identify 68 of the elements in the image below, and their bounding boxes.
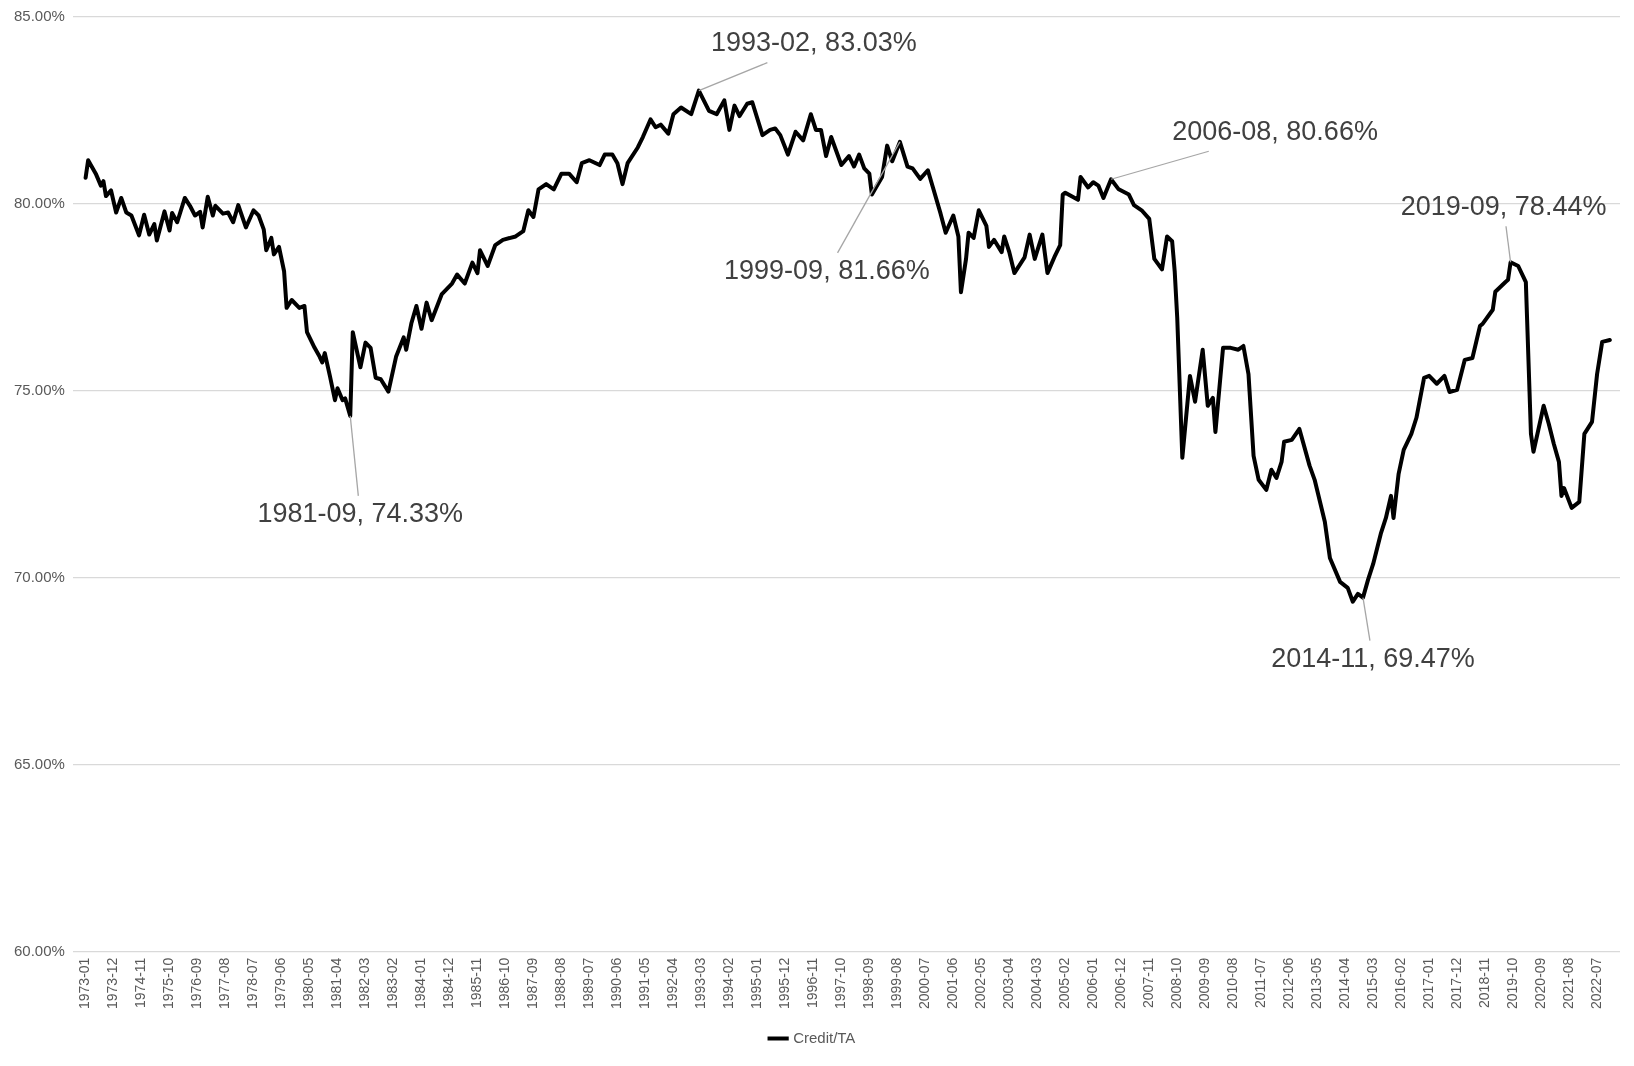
annotation: 2019-09, 78.44%: [1400, 190, 1607, 221]
y-tick-label: 65.00%: [14, 754, 65, 772]
y-tick-label: 80.00%: [14, 194, 65, 212]
y-tick-label: 75.00%: [14, 380, 65, 398]
x-tick-label: 1973-01: [76, 957, 93, 1010]
x-tick-label: 2002-05: [972, 957, 989, 1010]
x-tick-label: 2012-06: [1280, 957, 1297, 1010]
x-tick-label: 1995-12: [776, 957, 793, 1010]
x-tick-label: 1979-06: [272, 957, 289, 1010]
x-tick-label: 2006-12: [1112, 957, 1129, 1010]
x-tick-label: 2020-09: [1531, 957, 1548, 1010]
annotation: 2014-11, 69.47%: [1271, 643, 1475, 674]
x-tick-label: 2013-05: [1308, 957, 1325, 1010]
x-tick-label: 2011-07: [1252, 957, 1269, 1008]
y-tick-label: 70.00%: [14, 567, 65, 585]
x-tick-label: 1987-09: [524, 957, 541, 1010]
x-tick-label: 2016-02: [1392, 957, 1409, 1010]
x-tick-label: 1991-05: [636, 957, 653, 1010]
x-tick-label: 1992-04: [664, 957, 681, 1010]
x-tick-label: 1974-11: [132, 957, 149, 1008]
x-tick-label: 2019-10: [1503, 957, 1520, 1010]
x-tick-label: 1978-07: [244, 957, 261, 1010]
x-tick-label: 2006-01: [1084, 957, 1101, 1010]
annotation: 2006-08, 80.66%: [1172, 115, 1378, 146]
x-tick-label: 1973-12: [104, 957, 121, 1010]
x-tick-label: 1986-10: [496, 957, 513, 1010]
x-tick-label: 2001-06: [944, 957, 961, 1010]
x-tick-label: 1980-05: [300, 957, 317, 1010]
x-tick-label: 2007-11: [1140, 957, 1157, 1008]
x-tick-label: 1975-10: [160, 957, 177, 1010]
x-tick-label: 1984-12: [440, 957, 457, 1010]
y-tick-label: 60.00%: [14, 941, 65, 959]
x-tick-label: 1988-08: [552, 957, 569, 1010]
x-tick-label: 2003-04: [1000, 957, 1017, 1010]
x-tick-label: 1993-03: [692, 957, 709, 1010]
x-tick-label: 2022-07: [1587, 957, 1604, 1010]
legend-label: Credit/TA: [793, 1028, 856, 1046]
annotation: 1981-09, 74.33%: [257, 498, 464, 529]
x-tick-label: 1995-01: [748, 957, 765, 1010]
x-tick-label: 1999-08: [888, 957, 905, 1010]
x-tick-label: 2014-04: [1336, 957, 1353, 1010]
x-tick-label: 2018-11: [1475, 957, 1492, 1008]
x-tick-label: 1976-09: [188, 957, 205, 1010]
annotation: 1993-02, 83.03%: [711, 27, 917, 58]
x-tick-label: 2021-08: [1559, 957, 1576, 1010]
x-tick-label: 2008-10: [1168, 957, 1185, 1010]
x-tick-label: 1997-10: [832, 957, 849, 1010]
x-tick-label: 2017-01: [1420, 957, 1437, 1010]
x-tick-label: 2010-08: [1224, 957, 1241, 1010]
x-tick-label: 1996-11: [804, 957, 821, 1008]
x-tick-label: 2005-02: [1056, 957, 1073, 1010]
x-tick-label: 1998-09: [860, 957, 877, 1010]
x-tick-label: 2004-03: [1028, 957, 1045, 1010]
x-tick-label: 1990-06: [608, 957, 625, 1010]
x-tick-label: 1994-02: [720, 957, 737, 1010]
x-tick-label: 1983-02: [384, 957, 401, 1010]
x-tick-label: 2015-03: [1364, 957, 1381, 1010]
annotation: 1999-09, 81.66%: [724, 255, 930, 286]
x-tick-label: 2009-09: [1196, 957, 1213, 1010]
x-tick-label: 1989-07: [580, 957, 597, 1010]
x-tick-label: 2017-12: [1448, 957, 1464, 1010]
x-tick-label: 1984-01: [412, 957, 429, 1010]
x-tick-label: 2000-07: [916, 957, 933, 1010]
x-tick-label: 1982-03: [356, 957, 373, 1010]
x-tick-label: 1981-04: [328, 957, 345, 1010]
y-tick-label: 85.00%: [14, 7, 65, 25]
x-tick-label: 1977-08: [216, 957, 233, 1010]
x-tick-label: 1985-11: [468, 957, 485, 1008]
